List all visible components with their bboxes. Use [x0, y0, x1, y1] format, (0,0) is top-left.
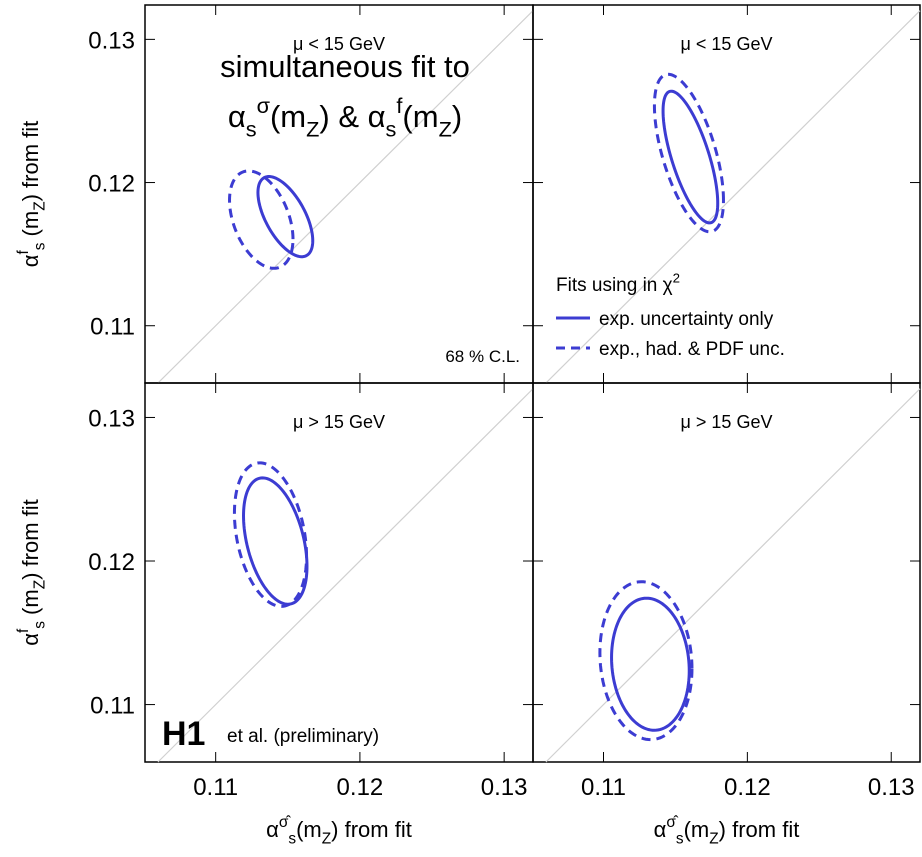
y-axis-label-part: α: [18, 254, 43, 267]
x-axis-label-part: s: [288, 831, 296, 848]
x-axis-label-part: s: [676, 831, 684, 848]
x-axis-label-part: ) from fit: [331, 817, 412, 842]
x-axis-label-part: σ̂: [279, 814, 291, 831]
panel-frame: [144, 382, 534, 763]
annotation-part: f: [396, 93, 403, 118]
annotation-part: (m: [270, 99, 306, 134]
annotation-part: ): [452, 99, 462, 134]
annotation: αsσ(mZ) & αsf(mZ): [228, 93, 462, 141]
annotation-part: Z: [306, 116, 319, 141]
y-axis-label-part: s: [32, 621, 49, 629]
y-axis-label-part: Z: [32, 580, 49, 589]
x-tick-label: 0.12: [724, 774, 771, 801]
legend-label: exp. uncertainty only: [599, 309, 774, 330]
legend-label: exp., had. & PDF unc.: [599, 339, 785, 360]
x-axis-label-part: α: [654, 817, 667, 842]
annotation: simultaneous fit to: [220, 49, 470, 84]
x-axis-label: ασ̂s(mZ) from fit: [266, 814, 412, 848]
annotation-part: s: [246, 116, 257, 141]
x-tick-label: 0.13: [868, 774, 915, 801]
x-axis-label-part: ) from fit: [719, 817, 800, 842]
ellipse: [242, 476, 309, 606]
x-tick-label: 0.12: [337, 774, 384, 801]
x-tick-label: 0.11: [193, 774, 238, 801]
y-axis-label-part: Z: [32, 201, 49, 210]
ellipse: [598, 580, 694, 742]
x-tick-label: 0.11: [581, 774, 626, 801]
cl-note: 68 % C.L.: [445, 347, 520, 366]
y-axis-label-part: s: [32, 242, 49, 250]
diagonal: [545, 10, 921, 384]
y-axis-label: αfs (mZ) from fit: [15, 499, 49, 646]
panel-title: μ < 15 GeV: [681, 34, 773, 54]
x-axis-label-part: Z: [709, 831, 718, 848]
y-axis-label: αfs (mZ) from fit: [15, 121, 49, 268]
y-axis-label-part: ) from fit: [18, 499, 43, 580]
panel-frame: [532, 382, 921, 763]
panel-title: μ < 15 GeV: [293, 34, 385, 54]
ellipse: [228, 169, 295, 270]
x-axis-label: ασ̂s(mZ) from fit: [654, 814, 800, 848]
x-axis-label-part: (m: [684, 817, 710, 842]
y-axis-label-part: f: [15, 250, 32, 255]
annotation-part: Z: [439, 116, 452, 141]
y-tick-label: 0.11: [90, 314, 135, 341]
annotation-part: simultaneous fit to: [220, 49, 470, 84]
y-axis-label-part: f: [15, 628, 32, 633]
x-axis-label-part: Z: [322, 831, 331, 848]
legend-title: Fits using in χ2: [556, 270, 680, 296]
y-tick-label: 0.13: [88, 405, 135, 432]
y-axis-label-part: (m: [18, 211, 43, 243]
x-tick-label: 0.13: [481, 774, 528, 801]
logo: H1: [162, 715, 205, 753]
x-axis-label-part: σ̂: [666, 814, 678, 831]
x-axis-label-part: α: [266, 817, 279, 842]
ellipse: [232, 461, 309, 608]
legend-title-part: 2: [673, 270, 680, 285]
annotation-part: s: [386, 116, 397, 141]
ellipse: [661, 89, 720, 225]
y-tick-label: 0.12: [88, 171, 135, 198]
ellipse: [652, 72, 725, 234]
y-tick-label: 0.11: [90, 693, 135, 720]
y-axis-label-part: α: [18, 633, 43, 646]
y-axis-label-part: ) from fit: [18, 121, 43, 202]
diagonal: [157, 388, 534, 763]
legend-title-part: Fits using in χ: [556, 275, 673, 296]
annotation-part: ) & α: [319, 99, 385, 134]
ellipse: [610, 596, 691, 732]
annotation-part: σ: [257, 93, 271, 118]
panel-title: μ > 15 GeV: [681, 412, 773, 432]
diagonal: [545, 388, 921, 763]
diagonal: [157, 10, 534, 384]
annotation-part: α: [228, 99, 246, 134]
x-axis-label-part: (m: [296, 817, 322, 842]
logo-note: et al. (preliminary): [227, 726, 379, 747]
y-tick-label: 0.12: [88, 549, 135, 576]
panel-title: μ > 15 GeV: [293, 412, 385, 432]
annotation-part: (m: [402, 99, 438, 134]
ellipse: [256, 175, 315, 259]
y-tick-label: 0.13: [88, 27, 135, 54]
y-axis-label-part: (m: [18, 589, 43, 621]
